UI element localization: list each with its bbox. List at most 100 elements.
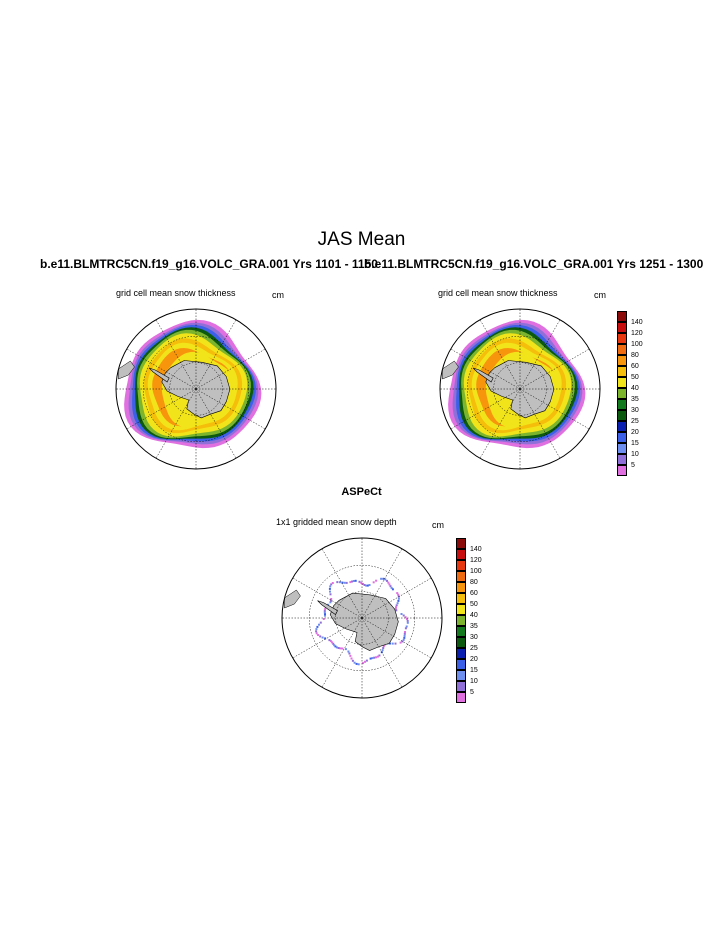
colorbar-obs-swatch <box>456 560 466 571</box>
colorbar-obs-label: 140 <box>470 545 482 553</box>
colorbar-model-swatch <box>617 454 627 465</box>
map-obs-obs-point <box>341 581 344 584</box>
map-obs-obs-point <box>330 599 332 602</box>
map-obs-obs-point <box>336 581 339 584</box>
map-obs-obs-point <box>351 580 354 583</box>
map-right-parallel <box>493 362 547 416</box>
colorbar-obs-label: 100 <box>470 567 482 575</box>
colorbar-obs-label: 60 <box>470 589 478 597</box>
map-obs-obs-point <box>395 604 398 607</box>
map-obs-peninsula <box>317 600 338 616</box>
colorbar-model-label: 120 <box>631 329 643 337</box>
map-right-meridian <box>519 319 561 390</box>
map-obs-obs-point <box>399 641 402 644</box>
map-obs-parallel <box>308 564 416 672</box>
map-obs-meridian <box>361 617 432 659</box>
map-obs-obs-point <box>330 583 333 586</box>
map-obs-obs-point <box>371 657 374 660</box>
map-obs-obs-point <box>348 652 351 655</box>
map-obs-obs-point <box>384 578 387 581</box>
left-panel-title: grid cell mean snow thickness <box>116 288 236 298</box>
colorbar-model-swatch <box>617 344 627 355</box>
colorbar-obs-swatch <box>456 604 466 615</box>
map-obs-obs-point <box>316 625 319 628</box>
map-right-parallel <box>466 335 574 443</box>
map-obs-obs-point <box>378 654 381 657</box>
map-obs-obs-point <box>335 646 338 649</box>
map-left-meridian <box>195 348 266 390</box>
map-obs-obs-point <box>395 609 398 612</box>
map-obs-obs-point <box>394 642 397 645</box>
colorbar-model-swatch <box>617 355 627 366</box>
map-obs-obs-point <box>386 579 388 582</box>
map-left-meridian <box>155 319 197 390</box>
colorbar-model-label: 20 <box>631 428 639 436</box>
map-obs-obs-point <box>402 614 405 617</box>
map-obs-parallel <box>335 591 389 645</box>
map-obs-boundary <box>281 537 443 699</box>
map-obs-obs-point <box>387 581 390 584</box>
colorbar-model-label: 50 <box>631 373 639 381</box>
map-obs-obs-point <box>331 641 334 644</box>
map-obs-obs-point <box>403 634 406 637</box>
figure-title: JAS Mean <box>317 229 406 250</box>
map-obs-obs-point <box>357 663 360 666</box>
map-obs-obs-point <box>389 642 391 645</box>
map-left-meridian <box>126 388 197 430</box>
map-obs-obs-point <box>324 637 327 640</box>
map-obs-obs-point <box>362 662 364 665</box>
right-panel-title: grid cell mean snow thickness <box>438 288 558 298</box>
colorbar-obs-label: 120 <box>470 556 482 564</box>
colorbar-model-label: 40 <box>631 384 639 392</box>
colorbar-obs-label: 80 <box>470 578 478 586</box>
map-obs-obs-point <box>329 585 332 588</box>
map-obs-obs-point <box>337 647 340 649</box>
colorbar-model-label: 80 <box>631 351 639 359</box>
colorbar-model-swatch <box>617 421 627 432</box>
map-obs-meridian <box>321 548 363 619</box>
map-obs-obs-point <box>345 581 348 584</box>
colorbar-obs-label: 40 <box>470 611 478 619</box>
colorbar-model-swatch <box>617 322 627 333</box>
map-left-boundary <box>115 308 277 470</box>
map-obs-obs-point <box>329 593 332 596</box>
colorbar-obs-swatch <box>456 648 466 659</box>
map-obs-obs-point <box>322 618 325 620</box>
colorbar-model-swatch <box>617 377 627 388</box>
map-right-boundary <box>439 308 601 470</box>
colorbar-model-swatch <box>617 366 627 377</box>
map-obs-obs-point <box>375 579 378 582</box>
colorbar-obs-swatch <box>456 626 466 637</box>
map-left-peninsula <box>148 367 170 383</box>
map-obs-obs-point <box>365 659 368 662</box>
map-obs-obs-point <box>319 635 322 638</box>
map-obs-obs-point <box>363 584 366 586</box>
map-obs-obs-point <box>329 601 332 604</box>
colorbar-model-swatch <box>617 311 627 322</box>
map-obs-meridian <box>361 548 403 619</box>
map-obs-obs-point <box>315 630 318 633</box>
map-obs-obs-point <box>404 627 407 630</box>
map-left-meridian <box>155 388 197 459</box>
map-obs-obs-point <box>369 657 372 660</box>
map-obs-obs-point <box>347 650 350 653</box>
map-left-meridian <box>195 388 266 430</box>
colorbar-model-label: 15 <box>631 439 639 447</box>
colorbar-obs-swatch <box>456 549 466 560</box>
map-obs-obs-point <box>396 592 399 595</box>
map-obs-obs-point <box>404 616 407 619</box>
map-obs-obs-point <box>362 583 364 585</box>
colorbar-model-swatch <box>617 333 627 344</box>
map-obs-obs-point <box>329 590 331 593</box>
map-obs-obs-point <box>406 618 408 620</box>
map-obs-obs-point <box>327 603 330 606</box>
map-obs-obs-point <box>319 621 322 624</box>
colorbar-obs-label: 50 <box>470 600 478 608</box>
map-obs-obs-point <box>382 647 385 649</box>
colorbar-model-label: 60 <box>631 362 639 370</box>
map-obs-meridian <box>292 577 363 619</box>
colorbar-model-swatch <box>617 410 627 421</box>
colorbar-model-label: 35 <box>631 395 639 403</box>
colorbar-obs-swatch <box>456 593 466 604</box>
